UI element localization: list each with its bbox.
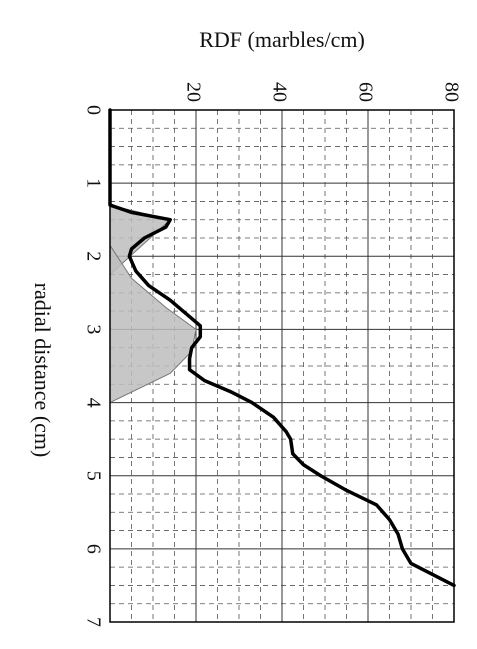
x-tick-label: 2 (82, 251, 104, 261)
x-tick-label: 4 (82, 398, 104, 408)
x-tick-label: 1 (82, 178, 104, 188)
y-tick-label: 20 (182, 82, 204, 102)
shaded-area (109, 243, 197, 404)
y-tick-label: 40 (268, 82, 290, 102)
x-tick-label: 0 (82, 105, 104, 115)
chart-title: RDF (marbles/cm) (199, 27, 365, 52)
y-tick-label: 80 (440, 82, 462, 102)
y-tick-label: 60 (354, 82, 376, 102)
x-tick-label: 3 (82, 324, 104, 334)
x-axis-label: radial distance (cm) (30, 283, 55, 458)
x-tick-label: 5 (82, 471, 104, 481)
x-tick-label: 6 (82, 544, 104, 554)
plot-frame (109, 109, 455, 623)
x-tick-label: 7 (82, 617, 104, 627)
rdf-line (108, 108, 456, 588)
